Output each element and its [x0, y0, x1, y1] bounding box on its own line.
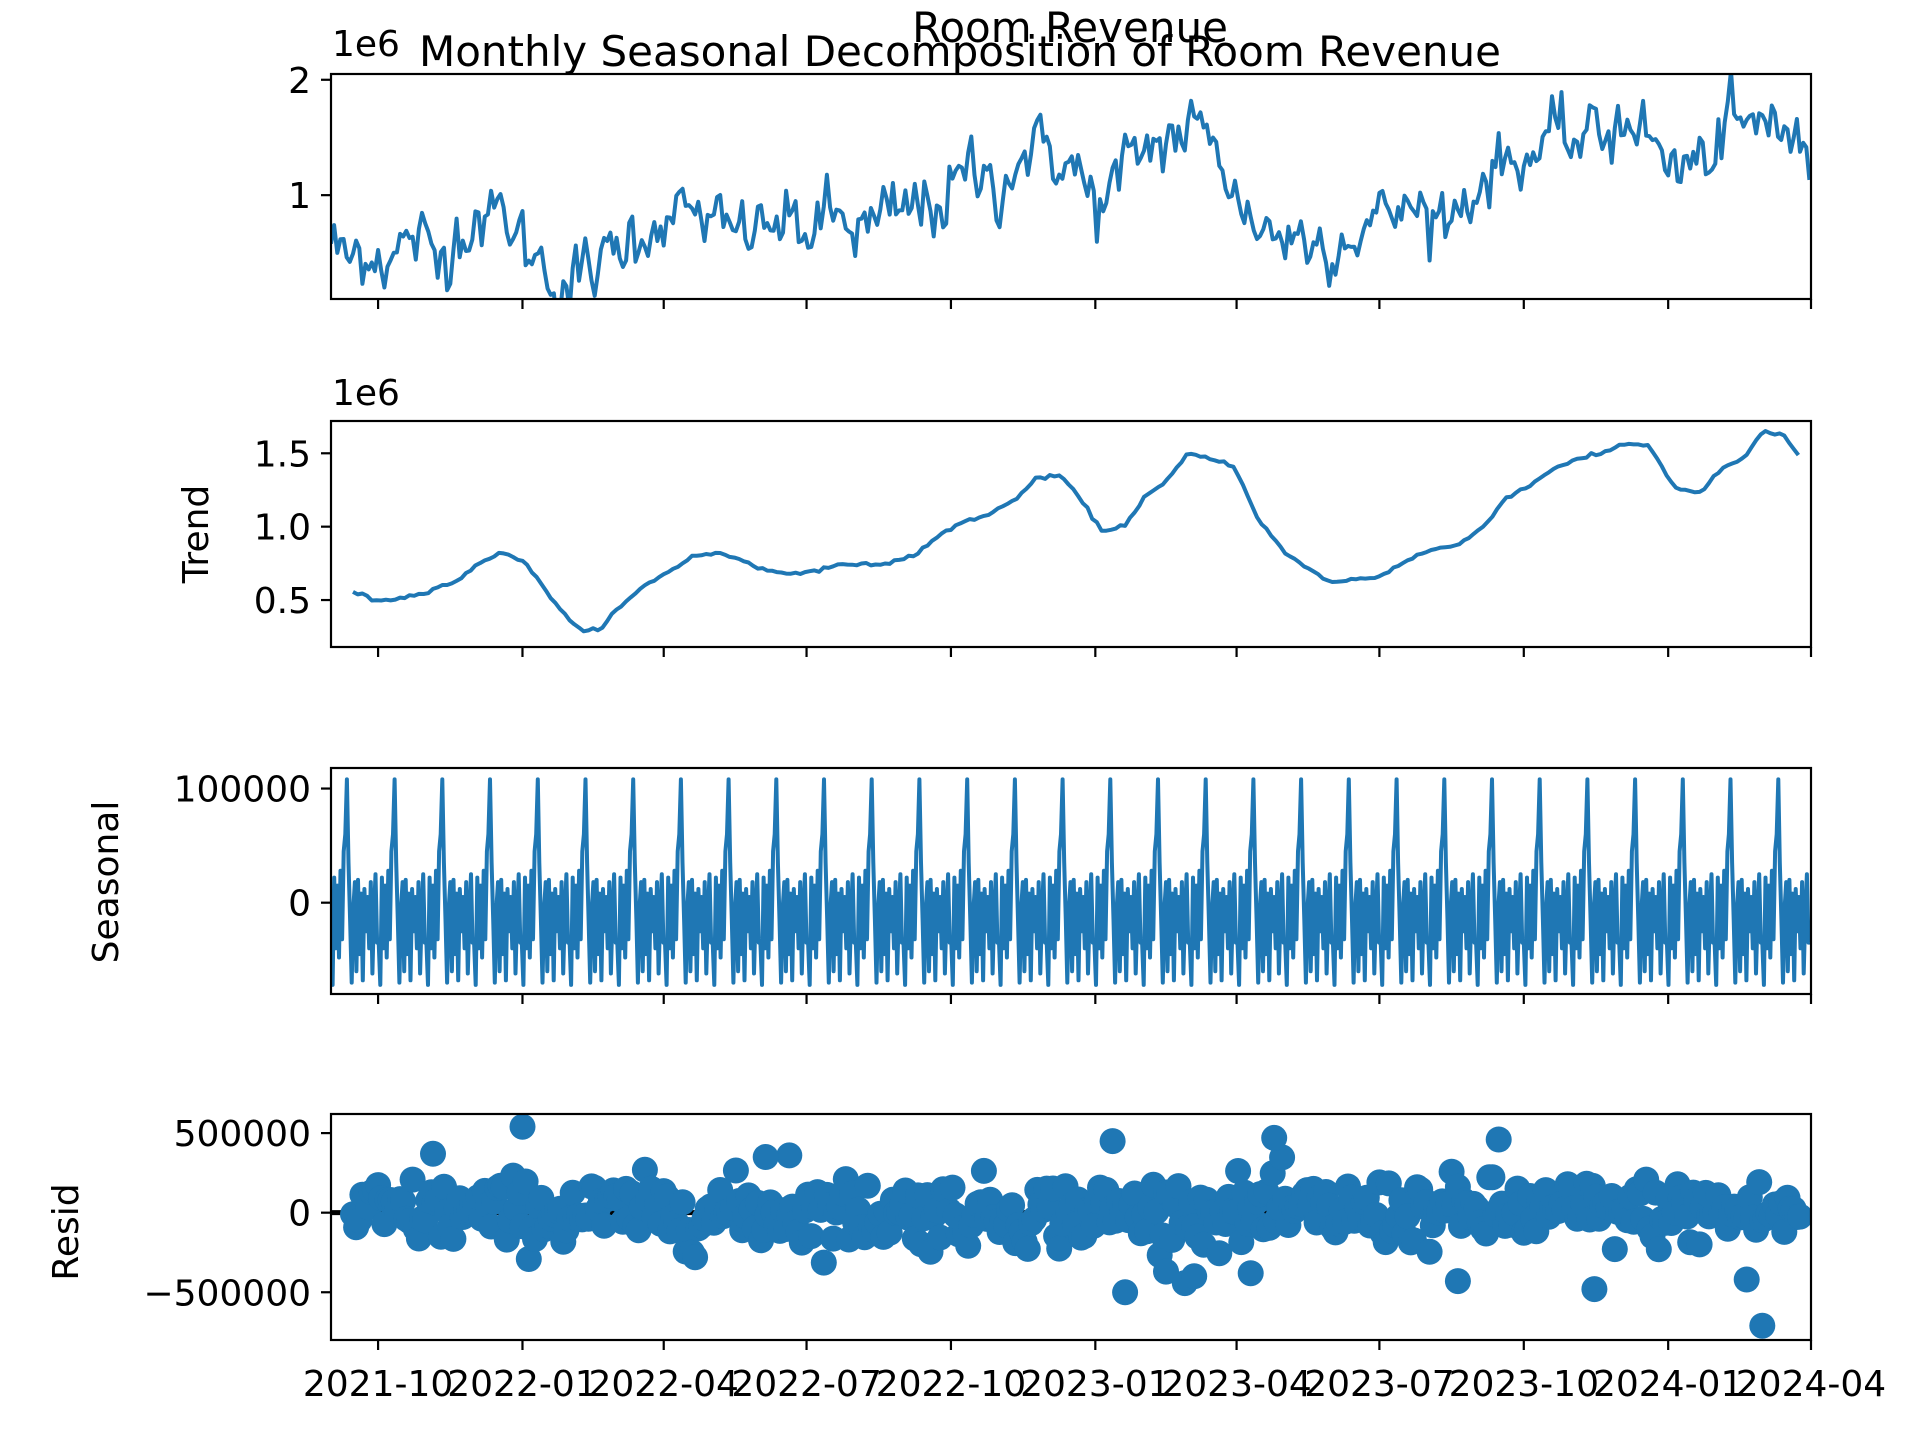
- x-tick-label: 2023-01: [1020, 1364, 1170, 1405]
- resid-point: [876, 1219, 903, 1246]
- trend-offset-text: 1e6: [332, 373, 400, 414]
- resid-series: [331, 1114, 1811, 1339]
- suptitle: Monthly Seasonal Decomposition of Room R…: [419, 27, 1501, 76]
- seasonal-y-axis: 0 100000: [174, 770, 331, 925]
- trend-ytick-label: 1.0: [254, 508, 311, 549]
- resid-point: [1645, 1236, 1672, 1263]
- resid-point: [1014, 1235, 1041, 1262]
- resid-point: [1261, 1124, 1288, 1151]
- resid-point: [682, 1244, 709, 1271]
- resid-point: [1601, 1236, 1628, 1263]
- observed-frame: [329, 72, 1813, 301]
- observed-line: [331, 74, 1811, 299]
- resid-point: [1581, 1276, 1608, 1303]
- resid-point: [1153, 1258, 1179, 1285]
- trend-series: [352, 429, 1800, 634]
- x-tick-label: 2024-01: [1593, 1364, 1743, 1405]
- trend-x-axis: [376, 647, 1813, 657]
- resid-point: [1181, 1263, 1208, 1290]
- resid-point: [399, 1166, 426, 1193]
- observed-x-axis: [376, 299, 1813, 309]
- seasonal-frame: [329, 766, 1813, 996]
- resid-point: [1206, 1240, 1233, 1267]
- trend-ytick-label: 0.5: [254, 581, 311, 622]
- seasonal-line: [331, 777, 1811, 987]
- resid-point: [1225, 1158, 1252, 1184]
- resid-point: [798, 1223, 825, 1250]
- resid-point: [752, 1144, 779, 1170]
- resid-ylabel: Resid: [46, 1183, 87, 1280]
- trend-ylabel: Trend: [176, 485, 217, 585]
- x-tick-label: 2024-04: [1736, 1364, 1886, 1405]
- x-tick-label: 2022-01: [447, 1364, 597, 1405]
- resid-point: [1046, 1235, 1073, 1262]
- observed-series: [331, 74, 1811, 299]
- panel-observed: 1e6 12: [288, 24, 1813, 309]
- resid-point: [1746, 1169, 1773, 1196]
- resid-x-axis: 2021-102022-012022-042022-072022-102023-…: [303, 1340, 1886, 1405]
- observed-y-axis: 12: [288, 61, 331, 217]
- resid-point: [810, 1249, 837, 1276]
- x-tick-label: 2021-10: [303, 1364, 453, 1405]
- resid-point: [776, 1142, 803, 1169]
- resid-point: [1479, 1164, 1506, 1191]
- resid-point: [440, 1225, 467, 1252]
- resid-point: [939, 1174, 966, 1201]
- resid-point: [1237, 1260, 1264, 1287]
- resid-point: [669, 1189, 696, 1216]
- trend-y-axis: 0.5 1.0 1.5: [254, 434, 331, 622]
- resid-point: [509, 1114, 536, 1140]
- resid-frame: [329, 1112, 1813, 1342]
- seasonal-ytick-label: 0: [288, 884, 311, 925]
- resid-ytick-label: −500000: [143, 1273, 311, 1314]
- x-tick-label: 2022-10: [876, 1364, 1026, 1405]
- resid-point: [970, 1157, 997, 1184]
- top-title: Room Revenue: [912, 3, 1228, 52]
- x-tick-label: 2023-04: [1161, 1364, 1311, 1405]
- resid-point: [955, 1232, 982, 1259]
- resid-point: [1787, 1203, 1811, 1230]
- resid-point: [420, 1140, 446, 1167]
- resid-point: [1444, 1268, 1471, 1295]
- trend-frame: [329, 419, 1813, 649]
- resid-point: [1416, 1238, 1443, 1265]
- seasonal-x-axis: [376, 994, 1813, 1004]
- resid-ytick-label: 0: [288, 1194, 311, 1235]
- resid-y-axis: −500000 0 500000: [143, 1114, 331, 1314]
- trend-ytick-label: 1.5: [254, 434, 311, 475]
- x-tick-label: 2023-10: [1449, 1364, 1599, 1405]
- observed-ytick-label: 1: [288, 176, 311, 217]
- panel-seasonal: Seasonal 0 100000: [86, 766, 1813, 1004]
- panel-trend: 1e6 Trend 0.5 1.0 1.5: [176, 373, 1813, 657]
- resid-point: [1099, 1128, 1126, 1155]
- resid-point: [1269, 1144, 1296, 1171]
- x-tick-label: 2023-07: [1304, 1364, 1454, 1405]
- resid-point: [1485, 1126, 1512, 1153]
- resid-point: [512, 1168, 539, 1195]
- resid-point: [1112, 1279, 1139, 1306]
- resid-point: [999, 1192, 1026, 1219]
- seasonal-ylabel: Seasonal: [86, 801, 127, 964]
- seasonal-ytick-label: 100000: [174, 770, 311, 811]
- seasonal-series: [331, 777, 1811, 987]
- resid-ytick-label: 500000: [174, 1114, 311, 1155]
- resid-point: [515, 1246, 542, 1272]
- resid-point: [1686, 1231, 1713, 1258]
- resid-point: [1749, 1312, 1776, 1339]
- resid-point: [854, 1172, 881, 1199]
- observed-offset-text: 1e6: [332, 24, 400, 65]
- resid-point: [722, 1157, 749, 1184]
- observed-ytick-label: 2: [288, 61, 311, 102]
- x-tick-label: 2022-07: [731, 1364, 881, 1405]
- x-tick-label: 2022-04: [589, 1364, 739, 1405]
- resid-point: [1733, 1266, 1760, 1293]
- resid-point: [707, 1177, 734, 1203]
- trend-line: [352, 429, 1800, 634]
